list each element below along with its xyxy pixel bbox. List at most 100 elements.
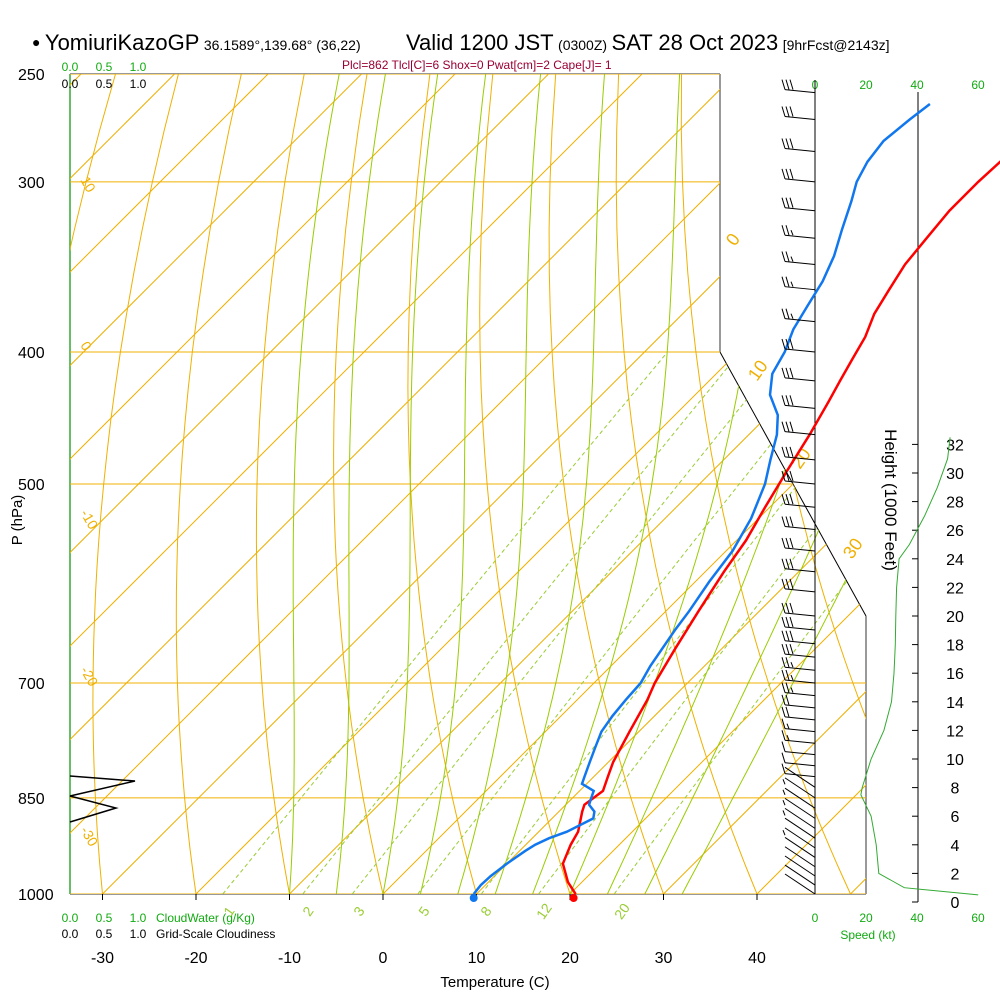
wind-barb-staff	[784, 797, 816, 819]
wind-barb-feather	[781, 494, 786, 505]
cloudiness-tick-top: 0.0	[62, 77, 79, 91]
wind-barb-staff	[784, 679, 816, 684]
wind-barb-feather	[785, 494, 790, 505]
wind-barb-half	[790, 281, 794, 287]
dry-adiabat	[806, 74, 866, 894]
wind-barb-feather	[781, 276, 786, 287]
wind-barb-feather	[785, 276, 790, 287]
isotherm-line	[70, 74, 736, 894]
mixing-ratio-line	[302, 351, 741, 894]
mixing-ratio-label: 12	[533, 900, 555, 922]
speed-tick-bottom: 20	[859, 911, 873, 925]
wind-barb-staff	[784, 817, 816, 839]
wind-barb-feather	[789, 338, 794, 350]
wind-barb-staff	[784, 547, 816, 552]
cloudiness-tick-bottom: 0.0	[62, 927, 79, 941]
height-tick-label: 22	[946, 580, 964, 597]
wind-barb-half	[782, 810, 786, 816]
mixing-ratio-line	[538, 351, 866, 894]
speed-tick-bottom: 0	[812, 911, 819, 925]
wind-barb-staff	[784, 178, 816, 183]
height-tick-label: 28	[946, 495, 964, 512]
surface-dewpoint-dot	[469, 894, 478, 902]
speed-tick-bottom: 60	[971, 911, 985, 925]
wind-barb-feather	[781, 138, 786, 149]
wind-barb-feather	[789, 367, 794, 379]
bullet-icon: ●	[32, 34, 41, 50]
wind-barb-feather	[789, 106, 794, 117]
wind-barb-feather	[781, 367, 786, 379]
wind-barb-staff	[784, 864, 816, 886]
moist-adiabat	[494, 74, 605, 894]
height-tick-label: 2	[951, 866, 960, 883]
cloudiness-label: Grid-Scale Cloudiness	[156, 927, 275, 941]
isotherm-line	[944, 74, 1000, 894]
isotherm-line	[70, 74, 549, 894]
wind-barb-staff	[784, 716, 816, 721]
wind-barb-staff	[784, 404, 816, 409]
wind-barb-feather	[789, 630, 794, 641]
wind-barb-staff	[784, 773, 816, 778]
wind-barb-feather	[781, 578, 786, 589]
wind-barb-staff	[784, 89, 816, 94]
wind-barb-feather	[785, 657, 790, 668]
height-tick-label: 30	[946, 466, 964, 483]
cloudwater-tick-top: 0.5	[96, 60, 113, 74]
temp-tick-label: 0	[379, 950, 388, 967]
wind-barb-feather	[785, 395, 790, 406]
wind-barb-feather	[785, 602, 790, 614]
wind-barb-feather	[781, 694, 786, 705]
wind-barb-feather	[781, 395, 786, 406]
wind-barb-staff	[784, 704, 816, 709]
wind-barb-feather	[785, 138, 790, 149]
wind-barb-feather	[781, 446, 786, 457]
wind-barb-feather	[785, 421, 790, 432]
wind-barb-staff	[784, 480, 816, 485]
pressure-tick-label: 400	[18, 345, 45, 362]
wind-barb-feather	[785, 470, 790, 482]
cloudwater-label: CloudWater (g/Kg)	[156, 911, 255, 925]
cloudwater-tick-bottom: 0.5	[96, 911, 113, 925]
mixing-ratio-label: 3	[350, 903, 368, 919]
pressure-tick-label: 250	[18, 67, 45, 84]
wind-barb-feather	[785, 308, 790, 319]
wind-barb-staff	[784, 807, 816, 829]
wind-barb-staff	[784, 286, 816, 291]
temp-tick-label: -30	[91, 950, 114, 967]
valid-utc: (0300Z)	[558, 37, 608, 53]
isotherm-line	[70, 74, 269, 894]
height-tick-label: 18	[946, 638, 964, 655]
wind-barb-feather	[785, 616, 790, 628]
dry-adiabat	[548, 74, 664, 894]
wind-barb-feather	[781, 730, 786, 741]
wind-barb-staff	[784, 234, 816, 239]
temp-tick-label: 20	[561, 950, 579, 967]
wind-barb-feather	[781, 79, 786, 90]
cloudwater-tick-top: 1.0	[130, 60, 147, 74]
wind-barb-feather	[781, 741, 786, 752]
wind-barb-staff	[784, 653, 816, 658]
mixing-ratio-line	[417, 351, 845, 894]
wind-barb-feather	[789, 79, 794, 90]
cloudwater-tick-bottom: 0.0	[62, 911, 79, 925]
wind-barb-half	[782, 789, 786, 796]
cloudiness-tick-bottom: 0.5	[96, 927, 113, 941]
wind-barb-feather	[785, 643, 790, 655]
wind-barb-staff	[784, 261, 816, 266]
temp-axis-label: Temperature (C)	[440, 974, 549, 991]
isotherm-line	[70, 74, 830, 894]
height-tick-label: 32	[946, 437, 964, 454]
moist-label-left: -10	[77, 507, 101, 533]
dewpoint-line	[472, 103, 931, 895]
moist-adiabat	[382, 74, 439, 894]
moist-label-left: 0	[77, 339, 95, 354]
dry-adiabat	[255, 74, 305, 894]
wind-barb-feather	[781, 763, 786, 774]
pressure-tick-label: 850	[18, 791, 45, 808]
wind-barb-staff	[784, 588, 816, 593]
wind-barb-staff	[784, 692, 816, 697]
wind-barb-staff	[784, 739, 816, 744]
isotherm-line	[850, 74, 866, 894]
speed-tick-top: 60	[971, 78, 985, 92]
moist-adiabat	[335, 74, 386, 894]
